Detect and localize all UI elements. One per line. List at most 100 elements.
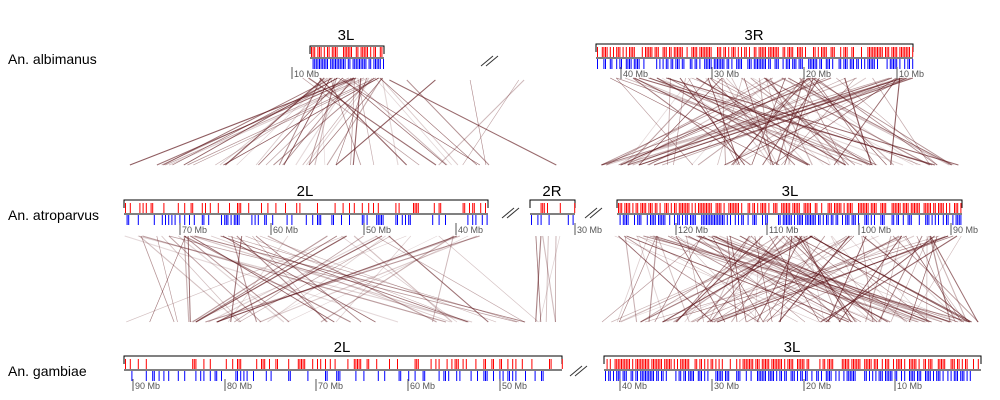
- synteny-link: [183, 235, 190, 323]
- synteny-link: [165, 77, 365, 166]
- reverse-mark: [472, 215, 474, 225]
- reverse-mark: [540, 215, 542, 225]
- reverse-mark: [237, 371, 238, 381]
- forward-mark: [907, 47, 909, 57]
- forward-mark: [784, 203, 786, 213]
- forward-mark: [417, 359, 419, 369]
- synteny-link: [870, 235, 961, 323]
- synteny-link: [431, 235, 454, 323]
- forward-mark: [787, 203, 789, 213]
- reverse-mark: [656, 59, 658, 69]
- reverse-mark: [794, 215, 795, 225]
- reverse-mark: [682, 215, 683, 225]
- reverse-mark: [179, 215, 181, 225]
- reverse-mark: [787, 59, 789, 69]
- forward-mark: [792, 359, 794, 369]
- forward-mark: [702, 203, 704, 213]
- reverse-mark: [662, 59, 664, 69]
- reverse-mark: [624, 371, 626, 381]
- synteny-link: [283, 77, 331, 166]
- forward-mark: [717, 203, 719, 213]
- reverse-mark: [572, 215, 574, 225]
- forward-mark: [312, 359, 314, 369]
- synteny-link: [375, 235, 525, 323]
- synteny-link: [662, 235, 813, 323]
- reverse-mark: [534, 371, 536, 381]
- forward-mark: [346, 47, 348, 57]
- forward-mark: [874, 203, 875, 213]
- reverse-mark: [891, 371, 893, 381]
- synteny-link: [624, 77, 692, 166]
- reverse-mark: [343, 59, 344, 69]
- forward-mark: [465, 359, 467, 369]
- forward-mark: [150, 203, 152, 213]
- forward-mark: [531, 359, 533, 369]
- reverse-mark: [669, 215, 671, 225]
- synteny-link: [614, 235, 819, 323]
- forward-mark: [686, 47, 688, 57]
- reverse-mark: [720, 371, 722, 381]
- synteny-link: [278, 77, 322, 166]
- synteny-link: [667, 77, 671, 166]
- reverse-mark: [621, 59, 622, 69]
- synteny-link: [872, 77, 931, 166]
- synteny-link: [697, 77, 817, 166]
- synteny-link: [618, 235, 713, 323]
- reverse-mark: [165, 215, 166, 225]
- synteny-link: [187, 77, 376, 166]
- reverse-mark: [307, 371, 309, 381]
- forward-mark: [603, 47, 605, 57]
- reverse-mark: [785, 59, 787, 69]
- forward-mark: [886, 359, 888, 369]
- reverse-mark: [889, 371, 891, 381]
- forward-mark: [787, 359, 789, 369]
- forward-mark: [819, 359, 821, 369]
- forward-mark: [630, 47, 632, 57]
- reverse-mark: [739, 59, 741, 69]
- reverse-mark: [838, 371, 840, 381]
- forward-mark: [960, 203, 962, 213]
- forward-mark: [701, 47, 702, 57]
- reverse-mark: [789, 59, 790, 69]
- reverse-mark: [741, 215, 743, 225]
- reverse-mark: [853, 215, 855, 225]
- reverse-mark: [875, 371, 877, 381]
- reverse-mark: [630, 371, 632, 381]
- synteny-link: [730, 235, 791, 323]
- synteny-link: [890, 235, 929, 323]
- reverse-mark: [928, 371, 930, 381]
- forward-mark: [446, 359, 448, 369]
- reverse-mark: [659, 59, 661, 69]
- forward-mark: [654, 359, 656, 369]
- forward-mark: [832, 359, 834, 369]
- forward-mark: [797, 359, 798, 369]
- forward-mark: [733, 47, 734, 57]
- forward-mark: [256, 359, 258, 369]
- reverse-mark: [651, 215, 653, 225]
- reverse-mark: [326, 371, 328, 381]
- forward-mark: [821, 203, 823, 213]
- reverse-mark: [344, 59, 346, 69]
- synteny-link: [193, 77, 380, 166]
- forward-mark: [649, 47, 651, 57]
- forward-mark: [829, 203, 831, 213]
- reverse-mark: [216, 371, 218, 381]
- synteny-link: [775, 235, 872, 323]
- reverse-mark: [486, 371, 488, 381]
- reverse-mark: [792, 371, 794, 381]
- synteny-link: [653, 235, 952, 323]
- reverse-mark: [712, 215, 714, 225]
- forward-mark: [638, 359, 640, 369]
- reverse-mark: [805, 215, 807, 225]
- forward-mark: [248, 203, 250, 213]
- reverse-mark: [717, 59, 718, 69]
- reverse-mark: [315, 59, 317, 69]
- forward-mark: [925, 359, 926, 369]
- forward-mark: [192, 203, 194, 213]
- reverse-mark: [645, 371, 646, 381]
- synteny-link: [729, 235, 747, 323]
- tick-label: 10 Mb: [897, 381, 922, 391]
- forward-mark: [858, 203, 859, 213]
- synteny-link: [190, 235, 335, 323]
